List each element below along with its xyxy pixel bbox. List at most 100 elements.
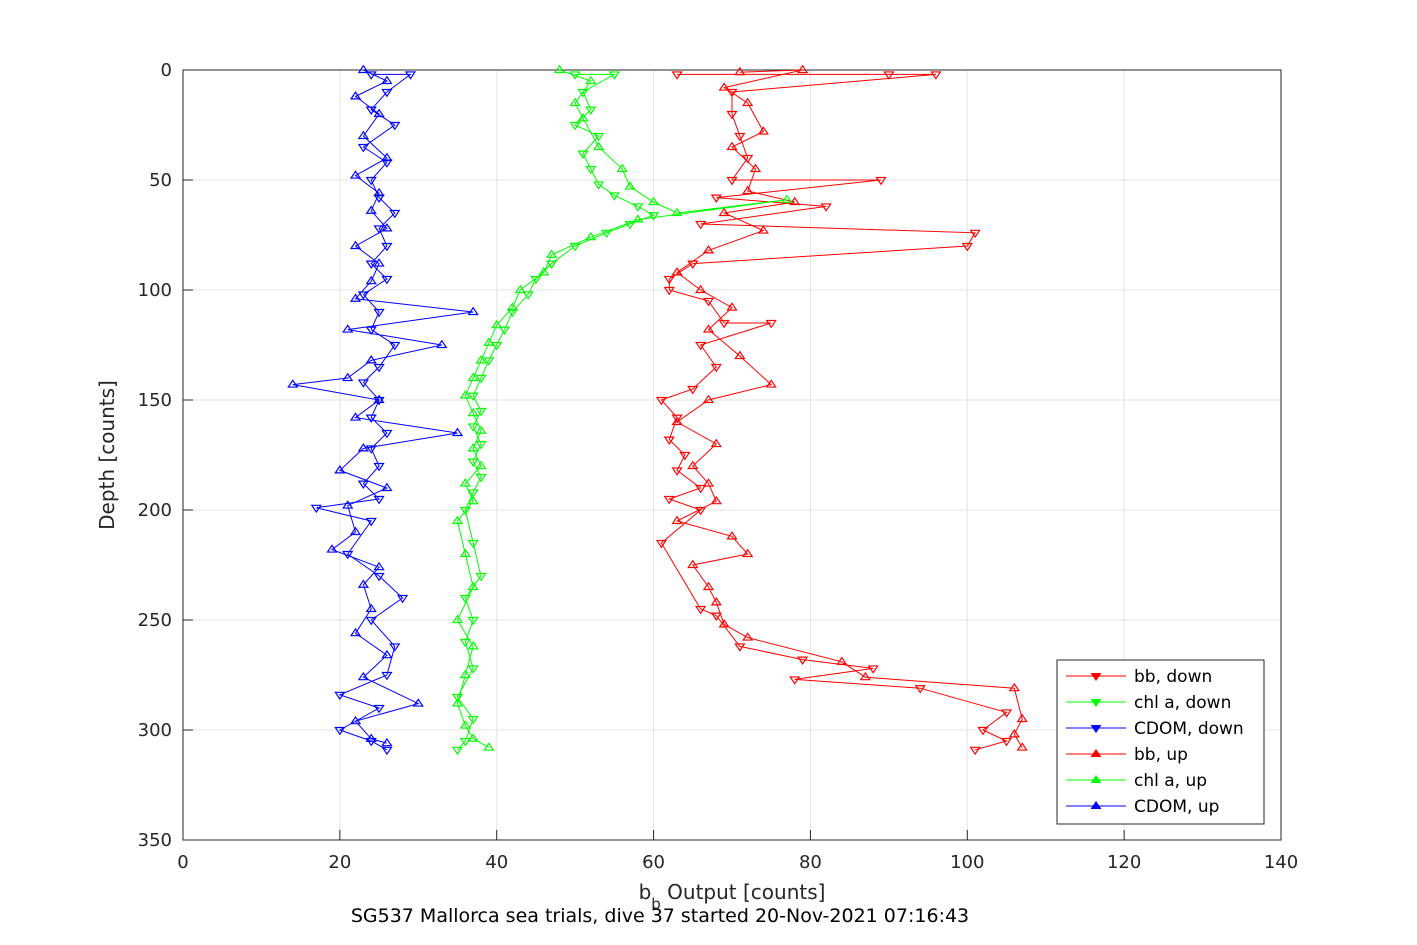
data-point [381, 152, 393, 162]
data-point [334, 465, 346, 474]
x-axis-label-rest: Output [counts] [661, 880, 826, 904]
data-point [695, 341, 707, 351]
data-point [467, 581, 479, 591]
series-2 [310, 71, 417, 756]
data-point [695, 506, 707, 516]
data-point [585, 165, 597, 175]
data-point [718, 619, 730, 628]
data-point [655, 396, 668, 406]
data-point [381, 482, 393, 492]
data-point [647, 212, 660, 221]
data-point [569, 71, 581, 80]
data-point [373, 363, 385, 373]
data-point [726, 176, 738, 186]
data-point [349, 240, 362, 250]
data-point [702, 394, 715, 404]
data-point [365, 603, 377, 613]
data-point [757, 126, 769, 135]
data-point [483, 357, 495, 366]
series-line [316, 73, 412, 751]
data-point [467, 539, 479, 549]
data-point [475, 407, 487, 417]
plot-frame [182, 69, 1282, 841]
series-4 [451, 64, 793, 751]
data-point [467, 392, 479, 401]
data-point [1000, 737, 1013, 747]
data-point [365, 414, 377, 423]
data-point [373, 561, 385, 571]
data-point [459, 506, 471, 516]
data-point [679, 451, 691, 461]
data-point [836, 656, 848, 665]
data-point [475, 473, 487, 483]
legend-marker [1090, 748, 1102, 757]
data-point [357, 480, 370, 489]
legend-marker [1090, 699, 1102, 708]
data-point [577, 113, 589, 122]
data-point [671, 207, 683, 217]
data-point [514, 284, 526, 294]
y-tick-label: 350 [138, 830, 172, 851]
y-axis-label: Depth [counts] [95, 380, 119, 530]
data-point [342, 324, 354, 333]
data-point [569, 242, 581, 252]
data-point [608, 71, 620, 80]
data-point [647, 196, 660, 206]
data-point [365, 517, 377, 527]
series-line [292, 69, 474, 744]
data-point [381, 88, 393, 98]
data-point [1016, 742, 1028, 751]
legend-label: CDOM, down [1134, 719, 1244, 739]
data-point [663, 436, 675, 445]
axis-ticks: 0 20 40 60 80 100 120 140 0 50 100 150 200 250 300 350 [138, 60, 1299, 873]
data-point [820, 203, 832, 212]
data-point [349, 170, 362, 179]
data-point [585, 106, 597, 115]
y-tick-label: 200 [138, 500, 172, 521]
data-point [349, 293, 362, 302]
y-tick-label: 100 [138, 280, 172, 301]
data-point [718, 319, 730, 329]
data-point [357, 443, 370, 452]
data-point [467, 495, 479, 505]
series-line [660, 73, 1008, 751]
x-axis-label-subscript: b [651, 895, 661, 913]
data-point [734, 132, 746, 142]
data-point [357, 379, 370, 388]
x-tick-label: 140 [1264, 852, 1298, 873]
data-point [451, 427, 464, 437]
data-point [459, 737, 471, 747]
data-point [702, 297, 715, 307]
data-point [600, 229, 613, 239]
legend-box [1056, 659, 1265, 825]
data-point [365, 106, 377, 115]
data-point [1008, 682, 1020, 692]
data-point [467, 407, 479, 417]
data-point [726, 88, 738, 98]
data-point [373, 572, 385, 582]
data-point [436, 339, 448, 349]
data-point [381, 746, 393, 756]
data-point [475, 374, 487, 384]
data-point [357, 291, 370, 300]
data-point [545, 260, 558, 269]
data-point [381, 75, 393, 85]
data-point [632, 214, 644, 223]
data-point [459, 478, 471, 487]
data-point [475, 425, 487, 434]
data-point [930, 71, 942, 80]
data-point [373, 394, 385, 404]
data-point [467, 641, 479, 650]
legend-marker [1090, 800, 1102, 809]
data-point [695, 605, 707, 615]
data-point [506, 302, 519, 311]
data-point [624, 220, 636, 230]
data-point [381, 429, 393, 439]
data-point [412, 698, 424, 707]
x-tick-label: 20 [328, 852, 351, 873]
legend-label: bb, down [1134, 667, 1212, 687]
data-point [593, 132, 605, 142]
data-point [961, 242, 973, 252]
data-point [757, 225, 769, 234]
data-point [616, 163, 628, 173]
